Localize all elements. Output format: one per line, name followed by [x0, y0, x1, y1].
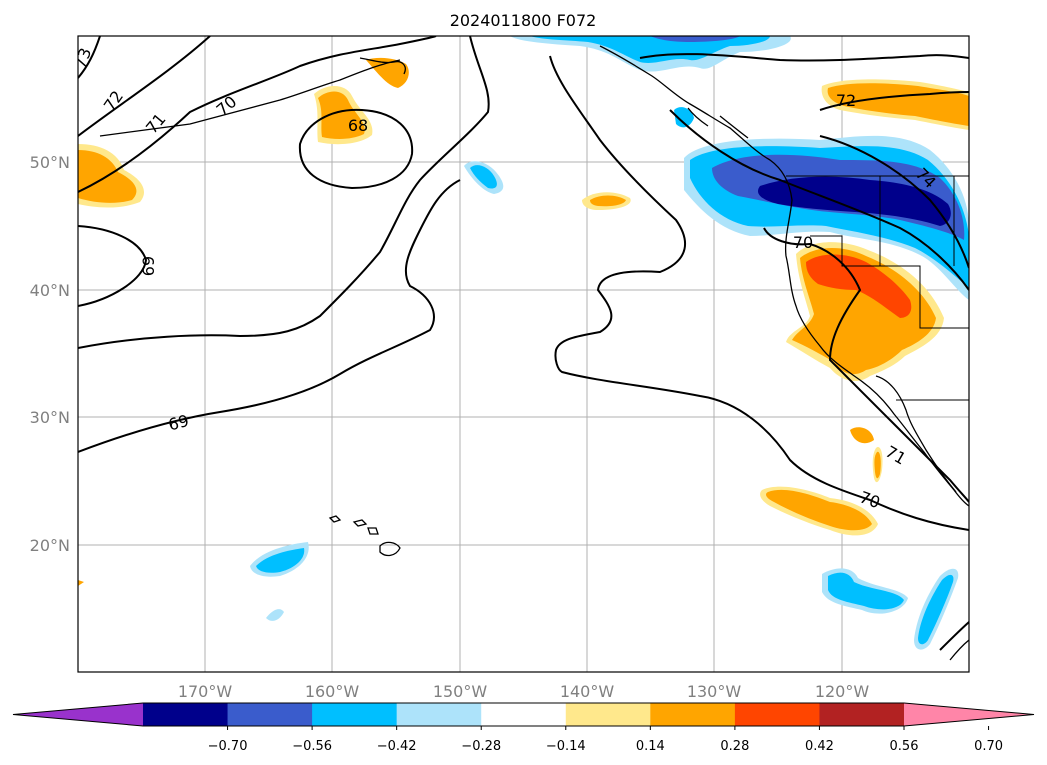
- colorbar-tick-label: 0.28: [720, 739, 749, 754]
- coastline: [687, 107, 709, 127]
- coastline: [949, 639, 969, 661]
- contour-line: [819, 135, 969, 269]
- lon-label: 160°W: [305, 682, 360, 701]
- colorbar-tick-label: −0.42: [377, 739, 417, 754]
- anomaly-negative-medium: [470, 165, 497, 189]
- height-contours: [78, 36, 969, 651]
- anomaly-positive-medium: [318, 91, 365, 139]
- map-frame: [77, 35, 970, 673]
- colorbar-tick-label: 0.56: [890, 739, 919, 754]
- coastlines: [99, 45, 969, 661]
- contour-label: 68: [348, 116, 368, 135]
- contour-label: 69: [139, 256, 158, 276]
- colorbar-tick-label: 0.42: [805, 739, 834, 754]
- contour-line: [549, 55, 969, 531]
- contour-line: [78, 36, 101, 79]
- islands: [328, 515, 401, 557]
- anomaly-negative-medium: [256, 548, 305, 573]
- contour-line: [819, 91, 969, 111]
- longitude-labels: 170°W 160°W 150°W 140°W 130°W 120°W: [178, 682, 870, 701]
- contour-label: 70: [793, 233, 813, 252]
- coastline: [719, 115, 749, 139]
- lat-label: 50°N: [30, 153, 70, 172]
- contour-line: [78, 179, 461, 453]
- hawaii-island: [379, 541, 401, 557]
- hawaii-island: [328, 515, 342, 523]
- contour-label: 69: [166, 411, 191, 435]
- lat-label: 40°N: [30, 281, 70, 300]
- coastline: [359, 57, 406, 75]
- contour-line: [763, 227, 969, 503]
- anomaly-positive-medium: [78, 580, 84, 586]
- anomaly-positive-medium: [850, 427, 874, 444]
- coastline: [99, 59, 401, 137]
- anomaly-negative-light: [266, 609, 284, 621]
- colorbar-tick-label: −0.56: [292, 739, 332, 754]
- map-area: 72 71 70 68 69 69 70 71 70 72 73 74: [77, 35, 970, 673]
- contour-line: [639, 53, 969, 62]
- colorbar-segment: [396, 703, 482, 726]
- lat-label: 30°N: [30, 408, 70, 427]
- lat-label: 20°N: [30, 536, 70, 555]
- latitude-labels: 50°N 40°N 30°N 20°N: [30, 153, 70, 555]
- colorbar-segment: [734, 703, 820, 726]
- coastline: [875, 375, 957, 493]
- figure-title: 2024011800 F072: [450, 11, 597, 30]
- contour-line: [669, 109, 969, 291]
- colorbar-extend-high: [904, 703, 1034, 726]
- colorbar-outline: [12, 702, 1035, 727]
- anomaly-negative-medium: [530, 36, 770, 63]
- colorbar-segment: [565, 703, 651, 726]
- anomaly-positive-medium: [366, 57, 409, 88]
- border-line: [810, 235, 969, 329]
- contour-line: [78, 225, 148, 307]
- colorbar-tick-label: −0.70: [208, 739, 248, 754]
- anomaly-negative-strong: [650, 36, 740, 42]
- colorbar-tick-label: 0.14: [636, 739, 665, 754]
- anomaly-positive-medium: [590, 195, 626, 207]
- lon-label: 170°W: [178, 682, 233, 701]
- shaded-field: [78, 36, 969, 650]
- lon-label: 150°W: [433, 682, 488, 701]
- colorbar: −0.70 −0.56 −0.42 −0.28 −0.14 0.14 0.28 0.42 0.5…: [12, 702, 1035, 754]
- contour-line: [939, 621, 969, 651]
- contour-line: [78, 36, 490, 349]
- lon-label: 130°W: [687, 682, 742, 701]
- colorbar-segment: [819, 703, 905, 726]
- lon-label: 140°W: [560, 682, 615, 701]
- colorbar-segment: [650, 703, 736, 726]
- contour-line: [78, 36, 211, 137]
- contour-line: [298, 108, 414, 190]
- contour-label: 72: [836, 91, 856, 110]
- contour-line: [78, 36, 437, 193]
- anomaly-negative-strongest: [758, 176, 951, 226]
- anomaly-negative-medium: [918, 574, 954, 645]
- lon-label: 120°W: [815, 682, 870, 701]
- anomaly-negative-medium: [828, 572, 904, 610]
- coastline: [599, 45, 969, 507]
- colorbar-segment: [481, 703, 567, 726]
- anomaly-positive-medium: [766, 489, 872, 531]
- colorbar-segment: [143, 703, 229, 726]
- political-borders: [786, 175, 969, 401]
- colorbar-segment: [312, 703, 398, 726]
- colorbar-tick-label: −0.14: [546, 739, 586, 754]
- anomaly-positive-medium: [874, 451, 881, 479]
- anomaly-negative-medium: [674, 107, 694, 128]
- colorbar-segment: [227, 703, 313, 726]
- hawaii-island: [352, 519, 368, 527]
- hawaii-island: [367, 527, 379, 535]
- colorbar-extend-low: [13, 703, 143, 726]
- colorbar-tick-label: 0.70: [974, 739, 1003, 754]
- colorbar-tick-label: −0.28: [461, 739, 501, 754]
